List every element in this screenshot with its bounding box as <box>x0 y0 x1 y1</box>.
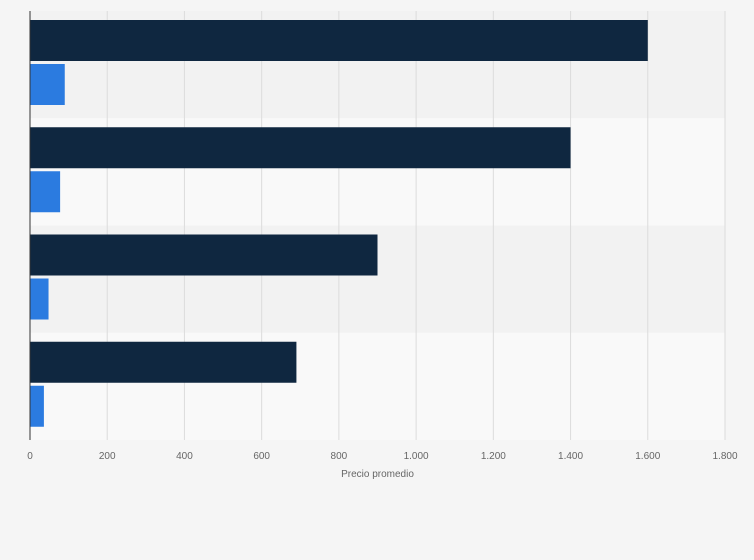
x-tick-label: 400 <box>176 451 193 462</box>
x-tick-label: 200 <box>99 451 116 462</box>
x-tick-label: 800 <box>331 451 348 462</box>
x-axis-title: Precio promedio <box>341 469 414 480</box>
bar-series-2-category-4 <box>30 385 44 427</box>
bar-series-1-category-1 <box>30 20 648 61</box>
x-tick-label: 600 <box>253 451 270 462</box>
x-tick-label: 1.400 <box>558 451 583 462</box>
bar-series-2-category-2 <box>30 171 61 213</box>
bar-series-1-category-3 <box>30 234 378 276</box>
bars <box>30 20 648 427</box>
bar-series-2-category-1 <box>30 64 65 105</box>
x-tick-label: 1.200 <box>481 451 506 462</box>
x-tick-label: 1.600 <box>635 451 660 462</box>
bar-series-1-category-2 <box>30 127 571 169</box>
x-tick-label: 0 <box>27 451 33 462</box>
bar-series-1-category-4 <box>30 341 297 383</box>
x-tick-label: 1.000 <box>404 451 429 462</box>
x-tick-labels: 0 200 400 600 800 1.000 1.200 1.400 1.600 1.800 <box>27 451 738 462</box>
bar-series-2-category-3 <box>30 278 49 320</box>
x-tick-label: 1.800 <box>712 451 737 462</box>
